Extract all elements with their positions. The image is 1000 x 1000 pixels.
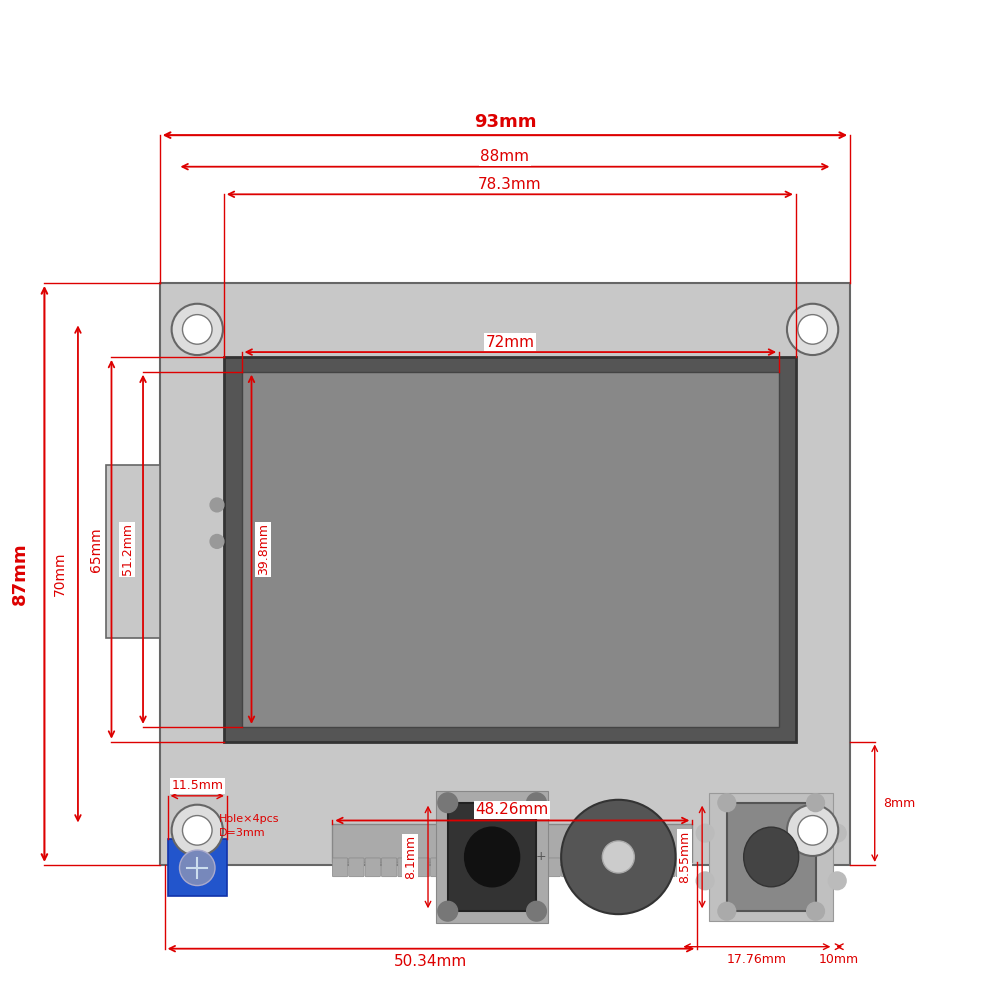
- Circle shape: [787, 304, 838, 355]
- Circle shape: [718, 902, 736, 920]
- Ellipse shape: [465, 827, 520, 887]
- Ellipse shape: [744, 827, 799, 887]
- Text: 50.34mm: 50.34mm: [394, 954, 468, 969]
- Bar: [106, 465, 160, 638]
- Text: 88mm: 88mm: [480, 149, 529, 164]
- FancyBboxPatch shape: [414, 858, 430, 877]
- Text: 51.2mm: 51.2mm: [121, 523, 134, 575]
- Circle shape: [828, 824, 846, 842]
- Circle shape: [527, 901, 546, 921]
- Text: 10mm: 10mm: [819, 953, 859, 966]
- FancyBboxPatch shape: [545, 858, 560, 877]
- Circle shape: [798, 315, 827, 344]
- Circle shape: [807, 794, 824, 812]
- Text: 87mm: 87mm: [11, 543, 29, 605]
- Text: +: +: [536, 850, 546, 863]
- Text: D=3mm: D=3mm: [219, 828, 266, 838]
- FancyBboxPatch shape: [431, 858, 446, 877]
- Circle shape: [696, 824, 714, 842]
- Circle shape: [561, 800, 676, 914]
- Circle shape: [438, 901, 458, 921]
- Circle shape: [602, 841, 634, 873]
- Text: Hole×4pcs: Hole×4pcs: [219, 814, 279, 824]
- FancyBboxPatch shape: [578, 858, 593, 877]
- Circle shape: [438, 793, 458, 813]
- FancyBboxPatch shape: [676, 858, 691, 877]
- Circle shape: [210, 535, 224, 548]
- Text: 8.1mm: 8.1mm: [404, 835, 417, 879]
- Bar: [448, 803, 536, 911]
- Text: 78.3mm: 78.3mm: [478, 177, 542, 192]
- FancyBboxPatch shape: [349, 858, 364, 877]
- Circle shape: [828, 872, 846, 890]
- Bar: [709, 793, 833, 921]
- Text: 8mm: 8mm: [883, 797, 916, 810]
- Text: 8.55mm: 8.55mm: [678, 831, 691, 883]
- FancyBboxPatch shape: [381, 858, 397, 877]
- Circle shape: [696, 872, 714, 890]
- Circle shape: [718, 794, 736, 812]
- FancyBboxPatch shape: [496, 858, 511, 877]
- Circle shape: [798, 816, 827, 845]
- FancyBboxPatch shape: [529, 858, 544, 877]
- FancyBboxPatch shape: [610, 858, 626, 877]
- Bar: [332, 824, 692, 862]
- Text: 72mm: 72mm: [486, 335, 535, 350]
- FancyBboxPatch shape: [463, 858, 479, 877]
- Bar: [242, 372, 779, 727]
- Bar: [727, 803, 816, 911]
- FancyBboxPatch shape: [480, 858, 495, 877]
- Circle shape: [210, 498, 224, 512]
- FancyBboxPatch shape: [643, 858, 659, 877]
- FancyBboxPatch shape: [398, 858, 413, 877]
- Text: 93mm: 93mm: [474, 113, 536, 131]
- Bar: [224, 357, 796, 742]
- FancyBboxPatch shape: [332, 858, 348, 877]
- FancyBboxPatch shape: [561, 858, 577, 877]
- FancyBboxPatch shape: [594, 858, 610, 877]
- Bar: [436, 791, 548, 923]
- Circle shape: [807, 902, 824, 920]
- Bar: [168, 839, 227, 896]
- Circle shape: [182, 816, 212, 845]
- Circle shape: [172, 805, 223, 856]
- Circle shape: [527, 793, 546, 813]
- FancyBboxPatch shape: [365, 858, 380, 877]
- Text: 70mm: 70mm: [53, 552, 67, 596]
- FancyBboxPatch shape: [627, 858, 642, 877]
- FancyBboxPatch shape: [447, 858, 462, 877]
- Text: 48.26mm: 48.26mm: [476, 802, 549, 817]
- Text: 11.5mm: 11.5mm: [171, 779, 223, 792]
- Text: 65mm: 65mm: [89, 527, 103, 572]
- FancyBboxPatch shape: [660, 858, 675, 877]
- Text: 39.8mm: 39.8mm: [257, 523, 270, 575]
- FancyBboxPatch shape: [512, 858, 528, 877]
- Circle shape: [182, 315, 212, 344]
- Circle shape: [787, 805, 838, 856]
- Text: 17.76mm: 17.76mm: [727, 953, 787, 966]
- Bar: [160, 283, 850, 865]
- Circle shape: [172, 304, 223, 355]
- Circle shape: [180, 850, 215, 886]
